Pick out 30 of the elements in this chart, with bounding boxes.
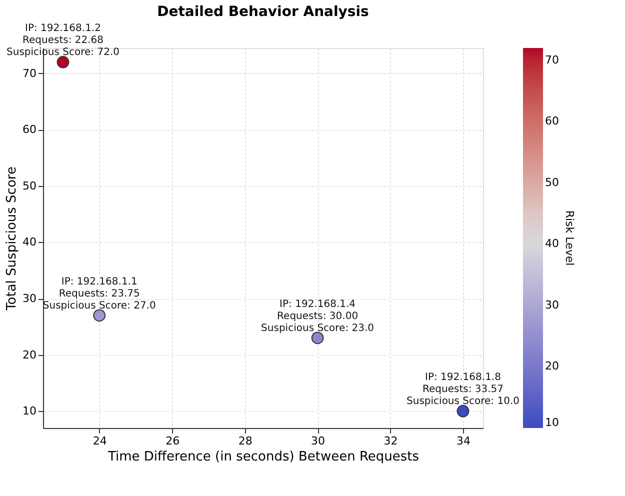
- annotation: IP: 192.168.1.8 Requests: 33.57 Suspicious Score: 10.0: [406, 372, 520, 408]
- x-tick-label: 24: [92, 434, 107, 448]
- chart-title: Detailed Behavior Analysis: [157, 4, 369, 20]
- point: [93, 309, 106, 322]
- color-bar-title: Risk Level: [563, 210, 576, 266]
- point: [311, 332, 324, 344]
- y-tick-label: 10: [22, 404, 36, 418]
- y-tick-label: 70: [22, 66, 36, 80]
- color-bar-label: 70: [545, 53, 559, 66]
- y-tick-label: 60: [22, 123, 36, 136]
- point: [456, 404, 470, 418]
- x-tick-label: 30: [311, 434, 326, 448]
- x-tick-label: 26: [166, 434, 180, 448]
- x-tick-label: 32: [384, 434, 398, 448]
- y-tick-label: 20: [22, 348, 36, 362]
- color-bar-label: 30: [545, 298, 559, 312]
- y-tick-label: 30: [22, 292, 36, 306]
- y-tick-label: 50: [22, 179, 36, 192]
- x-tick-label: 34: [456, 434, 470, 448]
- y-tick-label: 40: [22, 236, 36, 249]
- x-tick-label: 28: [238, 434, 252, 448]
- y-axis-title: Total Suspicious Score: [4, 166, 20, 312]
- color-bar-label: 50: [545, 176, 559, 189]
- color-bar-label: 40: [545, 237, 559, 250]
- annotation: IP: 192.168.1.4 Requests: 30.00 Suspicious Score: 23.0: [261, 298, 374, 334]
- color-bar-label: 10: [545, 416, 559, 429]
- x-axis-title: Time Difference (in seconds) Between Requests: [106, 450, 420, 464]
- color-bar-label: 20: [545, 360, 559, 373]
- point: [56, 56, 70, 68]
- color-bar-label: 60: [545, 114, 559, 128]
